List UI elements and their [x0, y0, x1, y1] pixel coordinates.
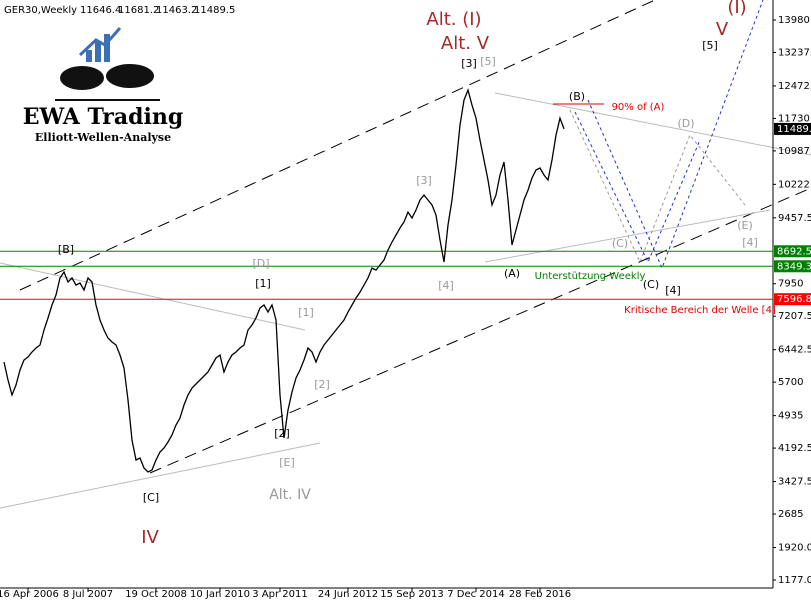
y-tick-label: 5700 — [778, 377, 803, 388]
annotation: (B) — [569, 90, 585, 103]
x-tick-label: 19 Oct 2008 — [125, 589, 187, 600]
ohlc-value: 11646.4 — [80, 5, 121, 16]
annotation: [5] — [480, 55, 496, 68]
annotation: (A) — [504, 267, 520, 280]
annotation: (C) — [643, 278, 659, 291]
logo-arrow — [78, 27, 122, 57]
logo: EWA Trading Elliott-Wellen-Analyse — [23, 27, 184, 144]
annotation: [4] — [438, 279, 454, 292]
last-price-box — [774, 122, 811, 135]
projection — [569, 109, 746, 264]
projection — [587, 0, 764, 270]
annotation: (D) — [677, 117, 694, 130]
y-tick-label: 4935 — [778, 411, 803, 422]
annotation: V — [716, 19, 729, 40]
annotation: Alt. IV — [269, 487, 311, 503]
annotation: [B] — [58, 243, 74, 256]
level-label: 8349.3 — [777, 261, 811, 272]
annotation: (E) — [737, 219, 753, 232]
upper-channel — [19, 0, 656, 291]
annotation: [1] — [298, 306, 314, 319]
projection — [574, 111, 701, 264]
annotation: IV — [141, 527, 159, 548]
x-tick-label: 24 Jun 2012 — [318, 589, 378, 600]
chart-title: GER30,Weekly — [4, 5, 77, 16]
y-tick-label: 9457.5 — [778, 213, 811, 224]
level-box — [774, 245, 811, 258]
y-tick-label: 1177.0 — [778, 575, 811, 586]
y-tick-label: 7950 — [778, 279, 803, 290]
trend-line — [0, 442, 321, 509]
y-tick-label: 10987.5 — [778, 146, 811, 157]
level-label: 8692.5 — [777, 246, 811, 257]
last-price-label: 11489.5 — [777, 124, 811, 135]
annotation: [E] — [279, 456, 295, 469]
logo-subtitle: Elliott-Wellen-Analyse — [35, 131, 171, 144]
annotation: 90% of (A) — [612, 102, 665, 113]
annotation: [5] — [702, 39, 718, 52]
price-line — [3, 88, 565, 473]
y-tick-label: 12472.5 — [778, 81, 811, 92]
lower-channel — [149, 187, 811, 474]
x-tick-label: 3 Apr 2011 — [252, 589, 307, 600]
y-tick-label: 10222.5 — [778, 179, 811, 190]
annotation: Kritische Bereich der Welle [4] — [624, 305, 776, 316]
annotation: [1] — [255, 277, 271, 290]
trend-line — [0, 262, 306, 331]
x-tick-label: 10 Jan 2010 — [190, 589, 250, 600]
x-tick-label: 7 Dec 2014 — [447, 589, 505, 600]
level-box — [774, 293, 811, 306]
y-tick-label: 13237.5 — [778, 47, 811, 58]
ohlc-value: 11489.5 — [194, 5, 235, 16]
y-tick-label: 7207.5 — [778, 311, 811, 322]
annotation: [4] — [665, 284, 681, 297]
x-tick-label: 28 Feb 2016 — [509, 589, 571, 600]
logo-bar — [104, 34, 110, 62]
y-tick-label: 3427.5 — [778, 477, 811, 488]
y-tick-label: 11730 — [778, 113, 810, 124]
x-tick-label: 16 Apr 2006 — [0, 589, 59, 600]
annotation: [2] — [314, 378, 330, 391]
annotation: (I) — [727, 0, 746, 18]
analysis-lines — [0, 0, 811, 509]
logo-bear — [106, 64, 154, 88]
logo-bar — [86, 50, 92, 62]
level-label: 7596.8 — [777, 294, 811, 305]
ohlc-value: 11681.2 — [118, 5, 159, 16]
level-box — [774, 260, 811, 273]
y-tick-label: 13980 — [778, 15, 810, 26]
logo-bar — [95, 42, 101, 62]
y-tick-label: 1920.0 — [778, 542, 811, 553]
annotation: [D] — [252, 257, 269, 270]
annotation: [4] — [742, 236, 758, 249]
annotation: Alt. V — [441, 33, 490, 54]
y-tick-label: 6442.5 — [778, 345, 811, 356]
annotation: [C] — [143, 491, 159, 504]
logo-bull — [60, 66, 104, 90]
y-tick-label: 2685 — [778, 509, 803, 520]
x-tick-label: 15 Sep 2013 — [380, 589, 443, 600]
annotation: (C) — [612, 237, 628, 250]
ohlc-value: 11463.2 — [156, 5, 197, 16]
annotation: [3] — [461, 57, 477, 70]
annotation: Alt. (I) — [426, 9, 481, 30]
logo-title: EWA Trading — [23, 104, 184, 130]
annotation: [2] — [274, 427, 290, 440]
annotation: [3] — [416, 174, 432, 187]
x-tick-label: 8 Jul 2007 — [63, 589, 113, 600]
trend-line — [494, 92, 811, 156]
y-tick-label: 4192.5 — [778, 443, 811, 454]
annotation: Unterstützung Weekly — [535, 271, 646, 282]
